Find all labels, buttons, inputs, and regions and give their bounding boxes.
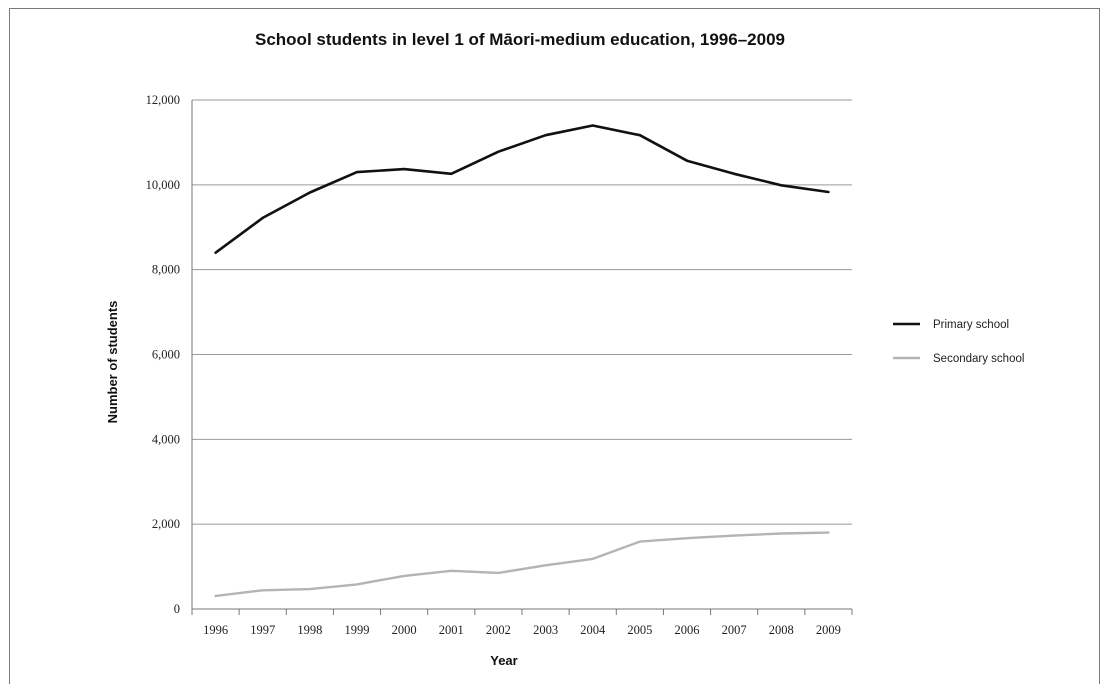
x-tick-label: 2000 [392,623,417,637]
chart-frame [9,8,1100,684]
legend: Primary school Secondary school [893,319,1024,365]
x-tick-label: 2004 [580,623,606,637]
y-tick-label: 8,000 [152,263,180,277]
x-tick-label: 2009 [816,623,841,637]
x-tick-label: 2003 [533,623,558,637]
legend-label: Primary school [933,319,1009,331]
y-tick-labels: 0 2,000 4,000 6,000 8,000 10,000 12,000 [146,93,180,616]
x-tick-label: 2006 [675,623,700,637]
x-tick-label: 1997 [250,623,275,637]
x-tick-label: 2008 [769,623,794,637]
y-tick-label: 2,000 [152,517,180,531]
x-tick-label: 2001 [439,623,464,637]
x-tick-label: 1996 [203,623,228,637]
y-tick-label: 0 [174,602,180,616]
y-tick-label: 6,000 [152,348,180,362]
chart-title: School students in level 1 of Māori-medi… [255,30,785,49]
series-line-secondary [214,531,830,598]
x-tick-label: 2002 [486,623,511,637]
x-axis-label: Year [490,653,517,668]
series-lines [214,124,830,598]
y-axis-label: Number of students [105,301,120,424]
x-tick-label: 1998 [297,623,322,637]
x-tick-label: 2005 [627,623,652,637]
y-tick-label: 12,000 [146,93,180,107]
y-tick-label: 10,000 [146,178,180,192]
x-tick-label: 2007 [722,623,747,637]
y-tick-label: 4,000 [152,432,180,446]
legend-label: Secondary school [933,353,1024,365]
series-line-primary [214,124,830,254]
axes [191,100,853,615]
grid-lines [192,99,852,525]
x-tick-labels: 1996 1997 1998 1999 2000 2001 2002 2003 2004 2005… [203,623,841,637]
x-tick-label: 1999 [345,623,370,637]
